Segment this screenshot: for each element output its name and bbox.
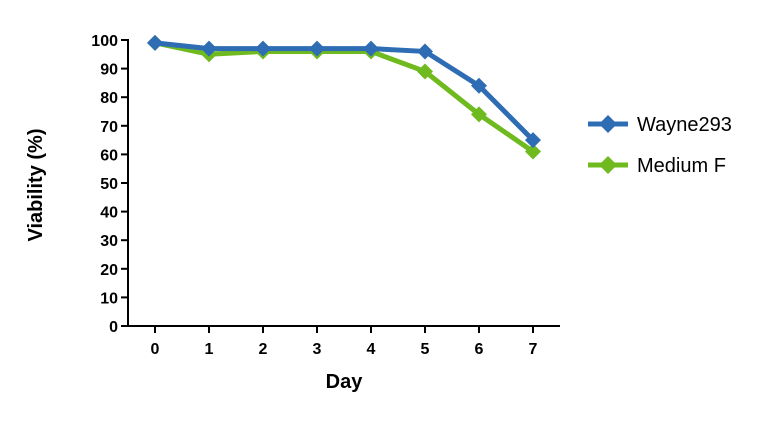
legend-swatch-marker <box>599 156 617 174</box>
y-tick-label: 0 <box>109 319 118 336</box>
data-point-wayne293 <box>417 43 433 60</box>
legend-label: Medium F <box>637 155 726 177</box>
y-tick-label: 30 <box>100 233 118 250</box>
data-point-medium-f <box>525 143 541 160</box>
y-tick-label: 10 <box>100 290 118 307</box>
data-point-wayne293 <box>201 40 217 57</box>
series-line-medium-f <box>154 40 535 154</box>
x-tick-label: 1 <box>205 341 214 358</box>
legend-label: Wayne293 <box>637 114 732 136</box>
data-point-wayne293 <box>471 77 487 94</box>
y-tick-label: 60 <box>100 147 118 164</box>
y-axis-title: Viability (%) <box>25 129 47 242</box>
x-tick-label: 0 <box>151 341 160 358</box>
legend-item-wayne293: Wayne293 <box>588 114 732 136</box>
x-tick-label: 5 <box>421 341 430 358</box>
x-tick-label: 7 <box>529 341 538 358</box>
x-tick-label: 3 <box>313 341 322 358</box>
x-tick-label: 4 <box>367 341 376 358</box>
data-point-wayne293 <box>255 40 271 57</box>
data-point-medium-f <box>471 106 487 123</box>
data-point-wayne293 <box>309 40 325 57</box>
y-tick-label: 90 <box>100 62 118 79</box>
y-ticks: 0 10 20 30 40 50 60 70 80 90 100 <box>91 33 128 336</box>
legend-swatch-marker <box>599 115 617 133</box>
y-tick-label: 70 <box>100 119 118 136</box>
legend-item-medium-f: Medium F <box>588 155 726 177</box>
y-tick-label: 40 <box>100 205 118 222</box>
y-tick-label: 20 <box>100 262 118 279</box>
x-tick-label: 2 <box>259 341 268 358</box>
x-ticks: 0 1 2 3 4 5 6 7 <box>151 326 538 358</box>
x-tick-label: 6 <box>475 341 484 358</box>
y-tick-label: 80 <box>100 90 118 107</box>
x-axis-title: Day <box>326 371 364 393</box>
data-point-wayne293 <box>525 132 541 149</box>
y-tick-label: 100 <box>91 33 118 50</box>
data-point-medium-f <box>417 63 433 80</box>
axes <box>127 39 560 327</box>
series-wayne293 <box>147 34 541 149</box>
series-line-wayne293 <box>154 40 535 142</box>
y-tick-label: 50 <box>100 176 118 193</box>
data-point-wayne293 <box>147 34 163 51</box>
series-layer <box>147 34 541 160</box>
legend: Wayne293 Medium F <box>588 114 732 177</box>
data-point-wayne293 <box>363 40 379 57</box>
